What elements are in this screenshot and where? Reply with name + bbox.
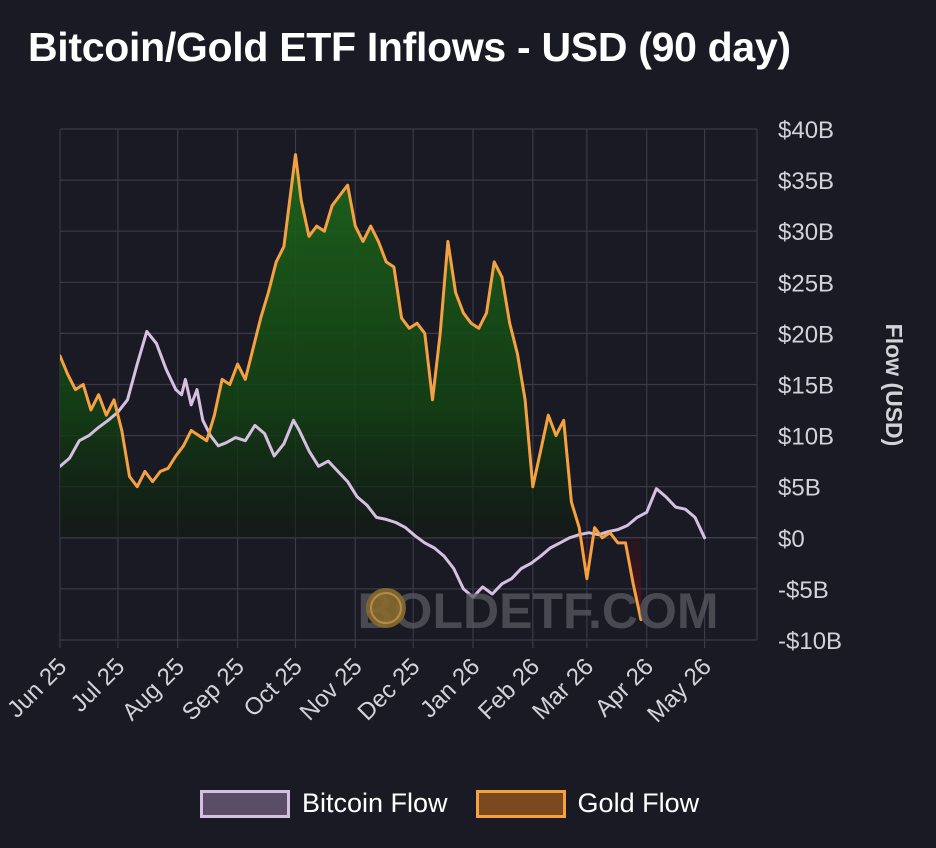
y-tick-label: $5B: [778, 475, 821, 502]
y-tick-label: -$10B: [778, 628, 842, 655]
y-tick-label: $10B: [778, 424, 834, 451]
watermark-coin-ring: [370, 592, 402, 624]
chart-title: Bitcoin/Gold ETF Inflows - USD (90 day): [28, 24, 791, 70]
y-tick-labels: $40B $35B $30B $25B $20B $15B $10B $5B $0 -$5B -$1…: [778, 117, 842, 655]
x-tick-label: Oct 25: [239, 653, 308, 722]
x-tick-label: Sep 25: [177, 653, 250, 726]
gold-flow-line: [60, 153, 643, 622]
x-tick-label: Jun 25: [2, 653, 72, 723]
legend: Bitcoin Flow Gold Flow: [200, 788, 727, 819]
legend-label-bitcoin: Bitcoin Flow: [302, 788, 448, 818]
area-fill-layer: [60, 154, 641, 620]
y-tick-label: $30B: [778, 219, 834, 246]
x-tick-label: May 26: [642, 653, 717, 728]
x-tick-label: Mar 26: [527, 653, 599, 725]
legend-label-gold: Gold Flow: [577, 788, 700, 818]
watermark: BOLDETF.COM: [357, 583, 718, 639]
y-tick-label: -$5B: [778, 577, 829, 604]
x-tick-label: Aug 25: [117, 653, 190, 726]
x-tick-label: Jan 26: [415, 653, 485, 723]
y-tick-label: $15B: [778, 373, 834, 400]
y-tick-label: $0: [778, 526, 805, 553]
y-tick-label: $40B: [778, 117, 834, 144]
series-line-layer: [60, 153, 707, 622]
y-tick-label: $25B: [778, 270, 834, 297]
legend-swatch-gold: [475, 789, 566, 818]
x-tick-label: Dec 25: [353, 653, 426, 726]
legend-swatch-bitcoin: [200, 789, 290, 818]
legend-item-bitcoin[interactable]: Bitcoin Flow: [200, 788, 448, 819]
y-tick-label: $20B: [778, 321, 834, 348]
y-tick-label: $35B: [778, 168, 834, 195]
bitcoin-flow-line: [60, 329, 707, 599]
legend-item-gold[interactable]: Gold Flow: [475, 788, 700, 819]
y-axis-label: Flow (USD): [881, 324, 907, 447]
gold-area-positive: [60, 154, 614, 538]
x-tick-label: Nov 25: [295, 653, 368, 726]
watermark-text: BOLDETF.COM: [357, 583, 718, 639]
